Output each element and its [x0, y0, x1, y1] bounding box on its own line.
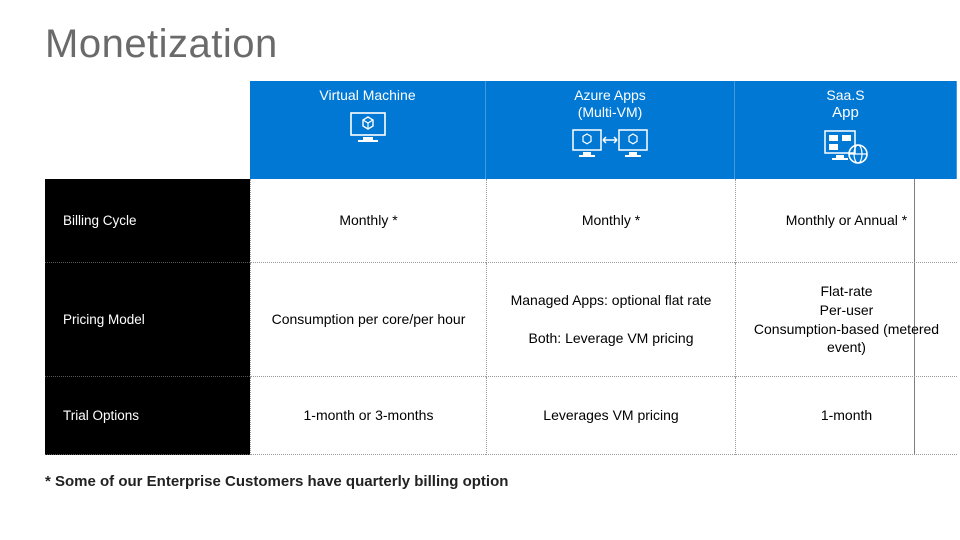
- cell-trial-saas: 1-month: [735, 377, 957, 455]
- cell-trial-azure: Leverages VM pricing: [486, 377, 735, 455]
- cell-billing-vm: Monthly *: [250, 179, 486, 263]
- col-header-label: Saa.S: [826, 87, 864, 103]
- slide: Monetization Virtual Machine Azure Apps …: [0, 0, 960, 540]
- col-header-virtual-machine: Virtual Machine: [250, 81, 486, 179]
- cell-pricing-saas: Flat-rate Per-user Consumption-based (me…: [735, 263, 957, 377]
- cell-billing-saas: Monthly or Annual *: [735, 179, 957, 263]
- comparison-table: Virtual Machine Azure Apps (Multi-VM): [45, 81, 915, 455]
- row-label-pricing-model: Pricing Model: [45, 263, 250, 377]
- row-label-trial-options: Trial Options: [45, 377, 250, 455]
- cell-text-line: Managed Apps: optional flat rate Both: L…: [511, 291, 712, 348]
- vm-icon: [348, 110, 388, 144]
- header-spacer: [45, 81, 250, 179]
- page-title: Monetization: [45, 22, 915, 67]
- row-label-billing-cycle: Billing Cycle: [45, 179, 250, 263]
- saas-icon: [822, 128, 870, 166]
- col-header-sublabel: App: [832, 104, 859, 121]
- cell-billing-azure: Monthly *: [486, 179, 735, 263]
- col-header-sublabel: (Multi-VM): [578, 104, 643, 120]
- col-header-label: Azure Apps: [574, 87, 646, 103]
- footnote: * Some of our Enterprise Customers have …: [45, 473, 915, 490]
- cell-trial-vm: 1-month or 3-months: [250, 377, 486, 455]
- col-header-label: Virtual Machine: [319, 87, 415, 104]
- cell-pricing-vm: Consumption per core/per hour: [250, 263, 486, 377]
- multi-vm-icon: [570, 127, 650, 161]
- cell-pricing-azure: Managed Apps: optional flat rate Both: L…: [486, 263, 735, 377]
- col-header-azure-apps: Azure Apps (Multi-VM): [486, 81, 735, 179]
- cell-text-line: Flat-rate Per-user Consumption-based (me…: [746, 282, 947, 358]
- col-header-saas: Saa.S App: [735, 81, 957, 179]
